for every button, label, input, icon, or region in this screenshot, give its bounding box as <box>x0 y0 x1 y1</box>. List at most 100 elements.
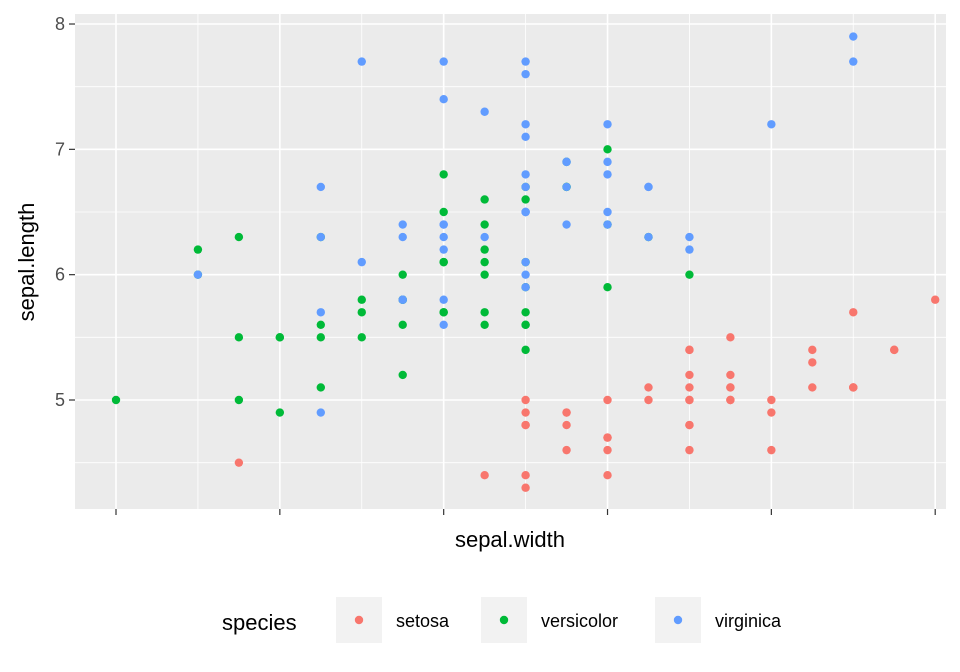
setosa-point <box>603 445 612 455</box>
virginica-point <box>316 308 325 317</box>
legend-label-virginica: virginica <box>715 611 782 631</box>
versicolor-point <box>398 270 407 279</box>
setosa-point <box>521 408 530 417</box>
setosa-point <box>767 395 776 405</box>
setosa-point <box>521 470 530 480</box>
virginica-point <box>562 220 571 229</box>
setosa-point <box>726 383 735 392</box>
legend-title: species <box>222 610 297 635</box>
setosa-point <box>644 395 653 405</box>
y-tick-label: 7 <box>55 139 65 159</box>
versicolor-point <box>398 320 407 330</box>
setosa-point <box>808 358 817 367</box>
virginica-point <box>644 232 653 242</box>
setosa-point <box>234 458 244 467</box>
x-axis-title: sepal.width <box>455 527 565 552</box>
versicolor-point <box>521 308 530 317</box>
data-points <box>111 32 940 492</box>
setosa-point <box>521 483 530 492</box>
virginica-point <box>439 57 448 66</box>
virginica-point <box>316 232 325 242</box>
legend: species setosa versicolor virginica <box>222 597 782 643</box>
setosa-point <box>808 383 817 392</box>
legend-label-setosa: setosa <box>396 611 450 631</box>
virginica-point <box>357 257 366 267</box>
versicolor-point <box>234 333 244 342</box>
versicolor-point <box>275 333 285 342</box>
setosa-point <box>849 383 858 392</box>
versicolor-point <box>521 195 530 204</box>
setosa-point <box>931 295 940 304</box>
y-axis-title: sepal.length <box>14 203 39 322</box>
virginica-point <box>603 207 612 217</box>
setosa-point <box>685 383 694 392</box>
versicolor-point <box>357 333 366 342</box>
virginica-point <box>521 257 530 267</box>
virginica-point <box>521 120 530 129</box>
legend-label-versicolor: versicolor <box>541 611 618 631</box>
versicolor-point <box>480 308 489 317</box>
setosa-point <box>726 333 735 342</box>
y-tick-label: 6 <box>55 265 65 285</box>
setosa-point <box>521 395 530 405</box>
virginica-point <box>521 69 530 79</box>
virginica-point <box>521 132 530 142</box>
virginica-point <box>685 245 694 254</box>
virginica-point <box>562 157 571 167</box>
setosa-point <box>890 345 899 355</box>
virginica-point <box>398 232 407 242</box>
versicolor-point <box>398 370 407 380</box>
virginica-point <box>398 295 407 304</box>
versicolor-point <box>316 333 325 342</box>
virginica-point <box>521 283 530 292</box>
virginica-point <box>439 320 448 330</box>
setosa-point <box>808 345 817 355</box>
virginica-point <box>439 220 448 229</box>
virginica-point <box>562 182 571 192</box>
virginica-point <box>849 32 858 41</box>
versicolor-point <box>480 245 489 254</box>
versicolor-point <box>193 245 203 254</box>
legend-marker-virginica <box>673 615 683 625</box>
versicolor-point <box>521 345 530 355</box>
versicolor-point <box>603 145 612 154</box>
setosa-point <box>603 470 612 480</box>
virginica-point <box>644 182 653 192</box>
versicolor-point <box>357 308 366 317</box>
setosa-point <box>685 345 694 355</box>
legend-marker-versicolor <box>499 615 509 625</box>
setosa-point <box>726 395 735 405</box>
virginica-point <box>439 295 448 304</box>
versicolor-point <box>685 270 694 279</box>
virginica-point <box>439 232 448 242</box>
virginica-point <box>603 220 612 229</box>
versicolor-point <box>316 383 325 392</box>
setosa-point <box>767 445 776 455</box>
virginica-point <box>521 182 530 192</box>
setosa-point <box>849 308 858 317</box>
legend-marker-setosa <box>354 615 364 625</box>
setosa-point <box>767 408 776 417</box>
versicolor-point <box>521 320 530 330</box>
virginica-point <box>603 157 612 167</box>
setosa-point <box>480 470 489 480</box>
setosa-point <box>562 408 571 417</box>
versicolor-point <box>234 232 244 242</box>
versicolor-point <box>111 395 121 405</box>
versicolor-point <box>439 308 448 317</box>
versicolor-point <box>480 195 489 204</box>
setosa-point <box>685 445 694 455</box>
virginica-point <box>316 182 325 192</box>
setosa-point <box>726 370 735 380</box>
versicolor-point <box>316 320 325 330</box>
virginica-point <box>521 207 530 217</box>
versicolor-point <box>480 220 489 229</box>
setosa-point <box>521 420 530 430</box>
virginica-point <box>398 220 407 229</box>
setosa-point <box>562 420 571 430</box>
virginica-point <box>849 57 858 66</box>
virginica-point <box>193 270 203 279</box>
virginica-point <box>480 232 489 242</box>
versicolor-point <box>603 283 612 292</box>
setosa-point <box>603 395 612 405</box>
